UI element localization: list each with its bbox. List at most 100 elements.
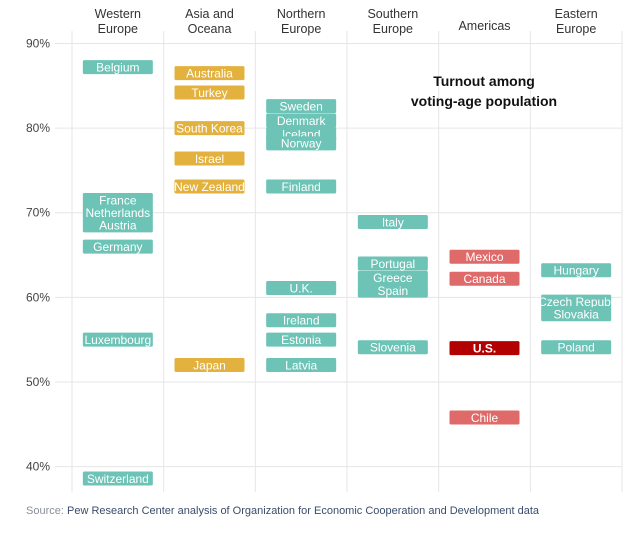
region-label-line: Europe xyxy=(556,22,596,36)
source-text: Pew Research Center analysis of Organiza… xyxy=(66,505,540,517)
data-point-chip xyxy=(174,85,245,100)
chart-title-line: Turnout among xyxy=(433,73,535,89)
data-point-chip xyxy=(541,307,612,322)
y-tick-label: 40% xyxy=(26,460,50,474)
data-point-turkey: Turkey xyxy=(174,85,245,100)
data-label: France xyxy=(99,193,137,207)
data-label: Italy xyxy=(382,215,404,229)
data-point-chip xyxy=(266,99,337,114)
data-point-chip xyxy=(174,66,245,81)
data-point-chip xyxy=(82,471,153,486)
data-point-portugal: Portugal xyxy=(357,256,428,271)
region-label-line: Europe xyxy=(98,22,138,36)
data-label: Denmark xyxy=(277,114,327,128)
data-point-estonia: Estonia xyxy=(266,332,337,347)
data-point-israel: Israel xyxy=(174,151,245,166)
data-label: Norway xyxy=(281,137,322,151)
data-label: Luxembourg xyxy=(84,333,151,347)
region-label: Southern Europe xyxy=(367,7,418,36)
chart-title-line: voting-age population xyxy=(411,93,557,109)
data-label: Sweden xyxy=(279,99,322,113)
data-point-u-k-: U.K. xyxy=(266,281,337,296)
data-label: Greece xyxy=(373,271,413,285)
data-point-chile: Chile xyxy=(449,410,520,425)
region-label: Asia and Oceana xyxy=(185,7,234,36)
region-label-line: Americas xyxy=(458,19,510,33)
chart-title: Turnout among voting-age population xyxy=(411,73,557,109)
data-label: Poland xyxy=(557,341,594,355)
data-label: Mexico xyxy=(465,250,503,264)
data-label: Israel xyxy=(195,152,224,166)
data-point-spain: Spain xyxy=(357,283,428,298)
data-label: Germany xyxy=(93,240,142,254)
data-point-chip xyxy=(174,121,245,136)
data-point-chip xyxy=(174,179,245,194)
data-point-slovakia: Slovakia xyxy=(541,307,612,322)
data-point-canada: Canada xyxy=(449,271,520,286)
data-label: Austria xyxy=(99,219,137,233)
data-point-chip xyxy=(82,205,153,220)
data-point-hungary: Hungary xyxy=(541,263,612,278)
data-point-chip xyxy=(82,239,153,254)
data-label: Ireland xyxy=(283,314,320,328)
data-point-japan: Japan xyxy=(174,358,245,373)
data-point-ireland: Ireland xyxy=(266,313,337,328)
y-tick-label: 90% xyxy=(26,36,50,50)
data-label: Slovakia xyxy=(553,308,599,322)
data-point-chip xyxy=(449,271,520,286)
data-point-chip xyxy=(266,179,337,194)
data-label: Spain xyxy=(377,284,408,298)
region-label-line: Western xyxy=(95,7,141,21)
data-point-belgium: Belgium xyxy=(82,60,153,74)
region-label-line: Southern xyxy=(367,7,418,21)
y-tick-label: 70% xyxy=(26,206,50,220)
data-point-switzerland: Switzerland xyxy=(82,471,153,486)
data-point-chip xyxy=(357,215,428,230)
data-point-mexico: Mexico xyxy=(449,249,520,264)
region-label: Northern Europe xyxy=(277,7,326,36)
region-label-line: Northern xyxy=(277,7,326,21)
data-point-chip xyxy=(357,256,428,271)
data-point-chip xyxy=(357,270,428,285)
data-point-austria: Austria xyxy=(82,218,153,233)
data-point-chip xyxy=(174,358,245,373)
data-point-france: France xyxy=(82,193,153,208)
data-point-chip xyxy=(266,113,337,128)
source-label: Source: xyxy=(26,505,64,517)
data-point-slovenia: Slovenia xyxy=(357,340,428,355)
region-label-line: Oceana xyxy=(188,22,232,36)
data-label: Belgium xyxy=(96,60,139,74)
data-point-chip xyxy=(82,218,153,233)
data-point-chip xyxy=(449,410,520,425)
data-point-chip xyxy=(82,193,153,208)
data-point-chip xyxy=(266,332,337,347)
data-label: Chile xyxy=(471,411,499,425)
data-point-chip xyxy=(449,341,520,356)
source-note: Source: Pew Research Center analysis of … xyxy=(26,505,539,517)
region-label: Western Europe xyxy=(95,7,141,36)
data-point-norway: Norway xyxy=(266,136,337,151)
data-label: Australia xyxy=(186,66,233,80)
data-point-chip xyxy=(357,283,428,298)
data-point-czech-repub-: Czech Repub. xyxy=(538,294,614,309)
data-point-chip xyxy=(174,151,245,166)
y-tick-label: 80% xyxy=(26,121,50,135)
region-label-line: Eastern xyxy=(555,7,598,21)
data-label: Canada xyxy=(463,272,505,286)
data-label: Netherlands xyxy=(85,206,150,220)
data-label: Switzerland xyxy=(87,472,149,486)
y-tick-label: 50% xyxy=(26,375,50,389)
data-point-denmark: Denmark xyxy=(266,113,337,128)
data-point-chip xyxy=(266,136,337,151)
data-point-finland: Finland xyxy=(266,179,337,194)
data-point-chip xyxy=(266,281,337,296)
data-point-greece: Greece xyxy=(357,270,428,285)
data-label: Latvia xyxy=(285,358,317,372)
data-point-latvia: Latvia xyxy=(266,358,337,372)
data-point-chip xyxy=(266,313,337,328)
data-label: New Zealand xyxy=(174,180,245,194)
data-label: Finland xyxy=(281,180,320,194)
data-point-chip xyxy=(357,340,428,355)
region-label: Americas xyxy=(458,19,510,33)
data-point-luxembourg: Luxembourg xyxy=(82,332,153,347)
